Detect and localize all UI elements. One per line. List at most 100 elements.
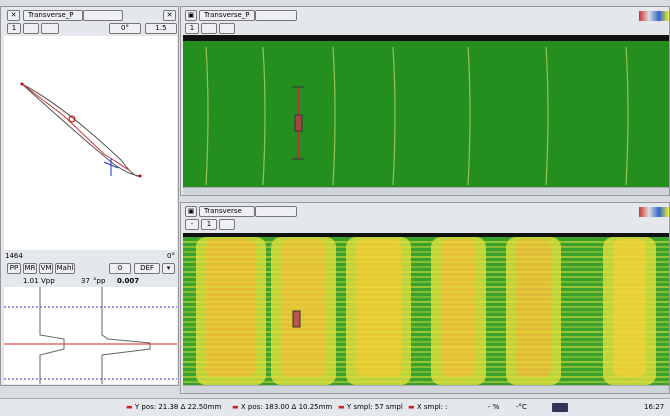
noise-band [183, 281, 669, 283]
noise-band [183, 306, 669, 308]
strip-chart [4, 287, 177, 384]
mode-button[interactable]: 0 [109, 263, 131, 274]
noise-band [183, 266, 669, 268]
toolbar-button[interactable] [41, 23, 59, 34]
top-panel: ▣ Transverse_P 1 [180, 6, 670, 196]
toolbar-button[interactable]: 1.5 [145, 23, 177, 34]
noise-band [183, 341, 669, 343]
readout-value: 37 [81, 277, 90, 285]
toolbar-button[interactable]: - [185, 219, 199, 230]
toolbar-button[interactable] [219, 219, 235, 230]
device-icon [552, 403, 568, 412]
noise-band [183, 366, 669, 368]
panel-icon[interactable]: ▣ [185, 206, 197, 217]
noise-band [183, 356, 669, 358]
readout-unit: Vpp [41, 277, 55, 285]
readout-value: 0.007 [117, 277, 140, 285]
status-text: Y pos: 21.38 Δ 22.50mm [134, 403, 222, 411]
count: 1464 [5, 252, 23, 260]
status-text: X pos: 183.00 Δ 10.25mm [240, 403, 333, 411]
status-text: X smpl: : [416, 403, 448, 411]
status-item: ▬ Y smpl: 57 smpl [338, 403, 403, 411]
readout-value: 1.01 [23, 277, 39, 285]
panel-title[interactable]: Transverse_P [23, 10, 83, 21]
noise-band [183, 241, 669, 243]
trace [21, 83, 130, 171]
lissajous-plot [4, 36, 177, 250]
marker [20, 82, 24, 86]
title-button[interactable] [255, 206, 297, 217]
image-band [183, 35, 669, 41]
readout-unit: °pp [93, 277, 106, 285]
trace [101, 287, 151, 384]
trace [39, 287, 65, 384]
mode-button[interactable]: PP [7, 263, 21, 274]
scrollbar[interactable] [183, 187, 669, 195]
toolbar-button[interactable]: 1 [201, 219, 217, 230]
panel-title[interactable]: Transverse [199, 206, 255, 217]
noise-band [183, 321, 669, 323]
dropdown[interactable]: ▾ [162, 263, 175, 274]
noise-band [183, 251, 669, 253]
indication-line [545, 46, 549, 186]
toolbar-button[interactable] [201, 23, 217, 34]
angle: 0° [167, 252, 175, 260]
cursor-box [292, 310, 301, 328]
noise-band [183, 311, 669, 313]
noise-band [183, 271, 669, 273]
status-item: ▬ Y pos: 21.38 Δ 22.50mm [126, 403, 222, 411]
marker [138, 174, 142, 178]
toolbar-button[interactable]: 1 [185, 23, 199, 34]
noise-band [183, 376, 669, 378]
mode-button[interactable]: VM [39, 263, 53, 274]
noise-band [183, 381, 669, 383]
noise-band [183, 351, 669, 353]
indication-line [205, 46, 209, 186]
indication-line [392, 46, 396, 186]
mode-button[interactable]: MR [23, 263, 37, 274]
cursor [103, 158, 119, 176]
noise-band [183, 261, 669, 263]
noise-band [183, 291, 669, 293]
image-band [183, 233, 669, 237]
close-button[interactable]: ✕ [7, 10, 20, 21]
marker [68, 115, 76, 123]
percent: - % [488, 403, 500, 411]
noise-band [183, 246, 669, 248]
noise-band [183, 286, 669, 288]
toolbar-button[interactable]: 0° [109, 23, 141, 34]
noise-band [183, 361, 669, 363]
noise-band [183, 301, 669, 303]
indication-line [262, 46, 266, 186]
status-item: ▬ X pos: 183.00 Δ 10.25mm [232, 403, 333, 411]
palette-icon[interactable] [639, 11, 669, 21]
palette-icon[interactable] [639, 207, 669, 217]
title-button[interactable] [83, 10, 123, 21]
mode-button[interactable]: DEF [134, 263, 160, 274]
bottom-panel: ▣ Transverse - 1 [180, 202, 670, 394]
indication-line [332, 46, 336, 186]
toolbar-button[interactable] [219, 23, 235, 34]
panel-title[interactable]: Transverse_P [199, 10, 255, 21]
noise-band [183, 256, 669, 258]
image-bg [183, 35, 669, 187]
title-button[interactable] [255, 10, 297, 21]
cscan-image [183, 35, 669, 187]
noise-band [183, 371, 669, 373]
panel-icon[interactable]: ▣ [185, 10, 197, 21]
noise-band [183, 336, 669, 338]
mode-button[interactable]: Mahl [55, 263, 75, 274]
toolbar-button[interactable]: 1 [7, 23, 21, 34]
status-text: Y smpl: 57 smpl [346, 403, 403, 411]
close-button[interactable]: ✕ [163, 10, 176, 21]
indication-line [625, 46, 629, 186]
clock: 16:27 [644, 403, 665, 411]
toolbar-button[interactable] [23, 23, 39, 34]
plot-bg [4, 287, 177, 384]
status-item: ▬ X smpl: : [408, 403, 448, 411]
noise-band [183, 346, 669, 348]
noise-band [183, 316, 669, 318]
scrollbar[interactable] [183, 385, 669, 393]
noise-band [183, 331, 669, 333]
